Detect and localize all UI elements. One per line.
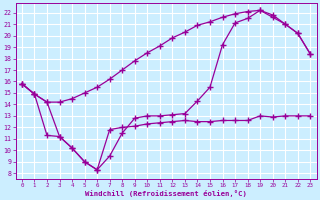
X-axis label: Windchill (Refroidissement éolien,°C): Windchill (Refroidissement éolien,°C)	[85, 190, 247, 197]
